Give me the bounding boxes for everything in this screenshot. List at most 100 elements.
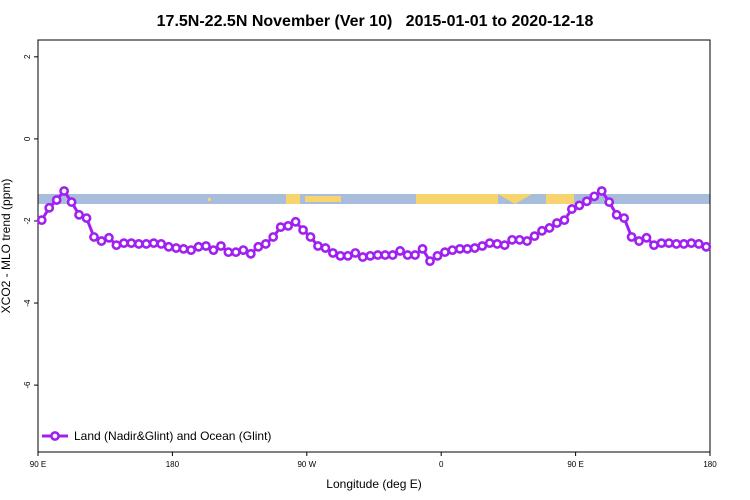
data-point — [171, 243, 182, 253]
data-point — [514, 234, 525, 245]
data-point — [313, 241, 323, 251]
data-point — [641, 232, 652, 243]
data-point — [44, 202, 55, 213]
legend-marker — [50, 431, 60, 441]
data-point — [492, 239, 503, 249]
data-point — [74, 209, 84, 220]
land-patch — [416, 194, 498, 204]
data-point — [245, 248, 256, 259]
data-point — [686, 238, 697, 249]
x-tick-label: 180 — [166, 460, 180, 469]
data-point — [417, 243, 428, 254]
data-point — [507, 234, 518, 245]
data-point — [596, 186, 607, 196]
data-point — [499, 240, 510, 251]
data-point — [320, 243, 331, 253]
x-tick-label: 180 — [703, 460, 717, 469]
data-point — [238, 245, 249, 256]
data-point — [634, 236, 644, 246]
data-point — [126, 238, 137, 249]
data-point — [454, 243, 465, 254]
x-axis-label: Longitude (deg E) — [326, 477, 421, 491]
data-point — [671, 239, 682, 249]
x-tick-label: 0 — [439, 460, 444, 469]
data-point — [104, 232, 114, 243]
data-point — [387, 250, 398, 260]
data-point — [537, 225, 547, 236]
data-point — [544, 223, 555, 233]
data-point — [581, 196, 592, 207]
data-point — [133, 239, 144, 249]
data-point — [178, 243, 189, 254]
x-tick-label: 90 E — [567, 460, 583, 469]
data-point — [477, 241, 488, 251]
data-point — [701, 241, 712, 252]
y-tick-label: -6 — [23, 381, 32, 389]
data-point — [96, 236, 107, 246]
data-point — [193, 241, 204, 252]
land-patch — [546, 194, 574, 204]
data-point — [335, 250, 346, 261]
data-point — [163, 241, 174, 252]
land-patch — [305, 196, 341, 202]
data-point — [148, 238, 159, 249]
data-point — [566, 204, 577, 214]
data-point — [305, 232, 316, 242]
data-point — [328, 248, 338, 258]
data-point — [89, 232, 99, 242]
y-axis-label: XCO2 - MLO trend (ppm) — [0, 179, 13, 314]
data-point — [529, 231, 540, 242]
data-point — [208, 245, 219, 256]
data-point — [410, 250, 420, 260]
data-point — [678, 239, 689, 249]
data-point — [574, 200, 585, 211]
y-tick-label: -2 — [23, 217, 32, 225]
legend-label: Land (Nadir&Glint) and Ocean (Glint) — [74, 429, 271, 443]
chart-title: 17.5N-22.5N November (Ver 10) 2015-01-01… — [157, 13, 594, 30]
data-point — [216, 241, 226, 251]
data-point — [619, 213, 630, 223]
data-point — [664, 238, 674, 249]
data-point — [365, 250, 376, 261]
data-point — [626, 232, 637, 242]
data-point — [59, 186, 70, 196]
data-point — [260, 239, 271, 249]
data-point — [51, 195, 62, 205]
data-point — [141, 239, 152, 249]
data-point — [447, 245, 458, 256]
land-patch — [286, 194, 300, 204]
data-point — [357, 252, 368, 262]
data-point — [298, 225, 308, 235]
ocean-strip — [38, 194, 710, 204]
land-patch — [208, 198, 211, 201]
data-point — [395, 246, 406, 256]
data-point — [253, 241, 264, 252]
data-point — [469, 243, 480, 253]
data-point — [223, 247, 234, 258]
data-point — [552, 218, 562, 228]
data-point — [111, 240, 122, 251]
data-point — [283, 220, 294, 231]
data-point — [484, 238, 495, 249]
data-point — [522, 236, 532, 246]
x-tick-label: 90 E — [30, 460, 46, 469]
data-point — [201, 241, 211, 251]
data-point — [656, 238, 667, 249]
data-point — [66, 197, 77, 207]
data-point — [402, 250, 413, 260]
data-point — [290, 216, 301, 227]
data-point — [342, 250, 353, 261]
data-point — [380, 250, 391, 260]
data-point — [186, 245, 196, 256]
data-point — [462, 243, 473, 254]
data-point — [372, 250, 383, 260]
land-patch — [498, 194, 532, 204]
data-point — [693, 239, 704, 249]
data-point — [81, 213, 92, 223]
data-point — [425, 256, 435, 267]
data-point — [275, 222, 286, 233]
data-point — [440, 247, 450, 258]
y-tick-label: -4 — [23, 299, 32, 307]
y-tick-label: 2 — [23, 54, 32, 59]
